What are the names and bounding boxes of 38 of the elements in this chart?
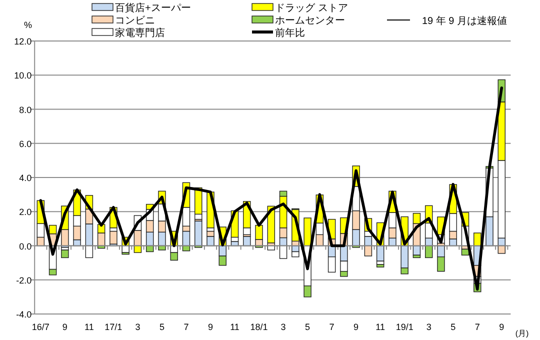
x-tick-label: 18/1 <box>250 322 268 332</box>
x-tick-label: 9 <box>208 322 214 332</box>
x-tick-label: 3 <box>426 322 432 332</box>
y-tick-label: 4.0 <box>19 173 32 183</box>
y-tick-label: 10.0 <box>14 70 32 81</box>
y-tick-label: 6.0 <box>19 138 32 149</box>
legend-label: 前年比 <box>275 27 305 39</box>
x-tick-label: 11 <box>84 322 94 332</box>
x-tick-label: 9 <box>354 322 359 332</box>
y-tick-label: -2.0 <box>16 275 32 286</box>
x-tick-label: 7 <box>329 322 334 332</box>
y-tick-label: -4.0 <box>16 310 32 320</box>
x-tick-label: 7 <box>474 322 480 332</box>
x-tick-label: 11 <box>376 322 385 332</box>
legend-label: 百貨店+スーパー <box>115 2 191 14</box>
text: 19 年 9 月は速報値 <box>422 15 508 27</box>
y-tick-label: 8.0 <box>19 104 32 115</box>
y-axis-title: % <box>24 20 32 30</box>
x-tick-label: 5 <box>305 322 310 332</box>
x-tick-label: 11 <box>230 322 240 332</box>
x-axis-title: (月) <box>515 329 529 338</box>
x-tick-label: 3 <box>280 322 286 332</box>
x-tick-label: 9 <box>62 322 68 332</box>
y-tick-label: 2.0 <box>19 207 32 218</box>
legend-label: ドラッグ ストア <box>275 3 348 14</box>
y-tick-label: 12.0 <box>14 36 32 46</box>
x-tick-label: 19/1 <box>396 322 414 332</box>
x-tick-label: 7 <box>184 322 189 332</box>
x-tick-label: 5 <box>159 322 164 332</box>
x-tick-label: 17/1 <box>104 322 122 332</box>
x-tick-label: 9 <box>499 322 504 332</box>
legend-label: 家電専門店 <box>115 27 165 39</box>
x-tick-label: 3 <box>135 322 140 332</box>
y-tick-label: 0.0 <box>19 241 32 252</box>
legend-label: ホームセンター <box>275 16 345 26</box>
x-tick-label: 5 <box>450 322 456 332</box>
x-tick-label: 16/7 <box>32 322 50 332</box>
legend-label: コンビニ <box>115 16 155 26</box>
